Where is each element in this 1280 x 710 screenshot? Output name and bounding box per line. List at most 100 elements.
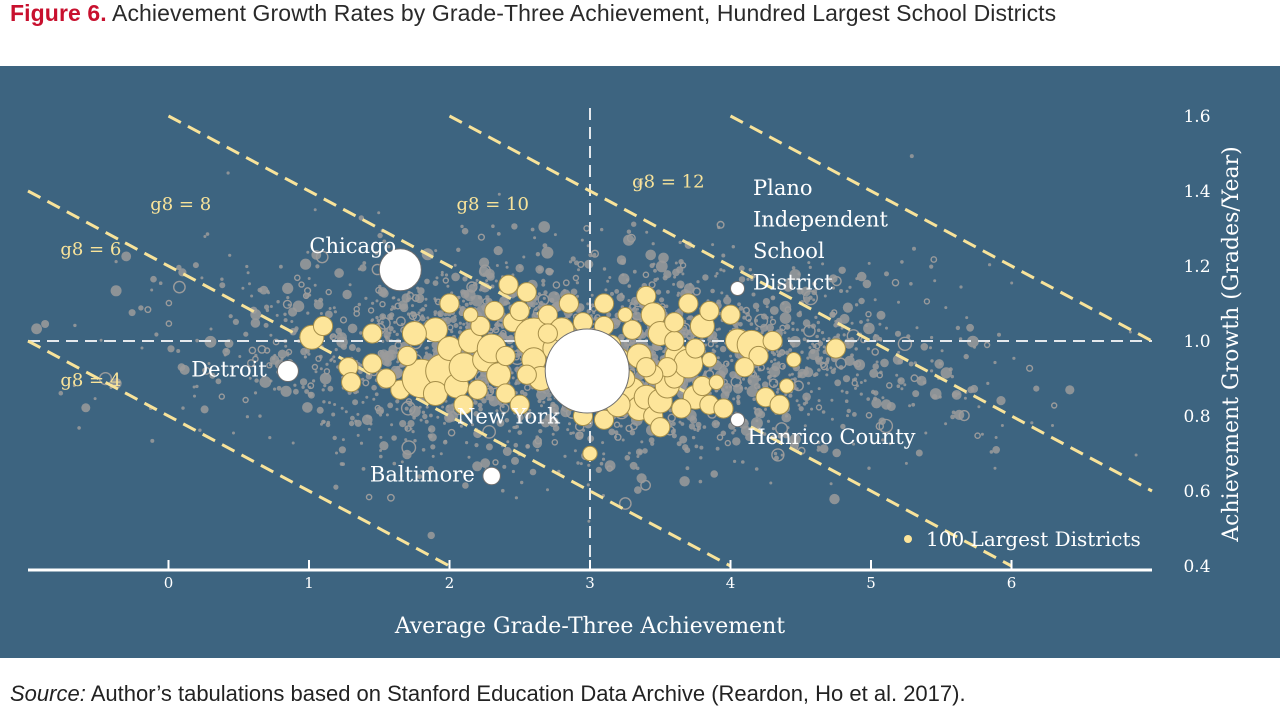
district-dot (855, 373, 859, 377)
district-dot (950, 374, 954, 379)
district-dot (254, 353, 258, 357)
district-dot (420, 314, 424, 318)
district-dot (696, 429, 700, 432)
district-dot (802, 337, 807, 342)
district-dot (829, 366, 833, 370)
district-dot (634, 486, 642, 494)
district-dot (332, 435, 337, 441)
largest-district-bubble (341, 372, 362, 393)
district-dot (757, 385, 761, 389)
district-dot (756, 426, 760, 430)
district-dot (1010, 281, 1014, 285)
district-dot (816, 320, 820, 325)
district-dot (510, 371, 514, 375)
district-dot (276, 385, 282, 391)
district-dot (685, 466, 690, 471)
district-dot (754, 467, 759, 471)
district-dot (209, 372, 216, 379)
district-dot (275, 313, 279, 317)
district-dot (638, 449, 643, 455)
district-dot (428, 433, 437, 442)
district-dot (205, 232, 210, 236)
district-dot (524, 411, 532, 420)
district-dot (332, 306, 336, 310)
largest-district-bubble (779, 378, 795, 394)
chart-panel: g8 = 4 g8 = 6 g8 = 8 g8 = 10 g8 = 12 Chicago D… (0, 66, 1280, 658)
district-dot (114, 260, 118, 264)
largest-district-bubble (495, 345, 516, 367)
district-dot (900, 387, 904, 391)
district-dot (733, 428, 737, 432)
district-dot (846, 408, 851, 414)
district-dot (746, 277, 750, 281)
district-dot (869, 368, 879, 378)
district-dot (924, 431, 928, 435)
y-axis-label: Achievement Growth (Grades/Year) (1219, 146, 1244, 542)
district-dot (327, 385, 334, 392)
largest-district-bubble (685, 338, 706, 359)
district-dot (755, 327, 759, 331)
district-dot (732, 397, 736, 401)
district-dot (420, 315, 426, 322)
district-dot (195, 338, 199, 343)
district-dot (365, 493, 373, 501)
district-dot (450, 316, 457, 323)
district-dot (711, 243, 715, 247)
district-dot (584, 259, 594, 269)
district-dot (682, 331, 686, 335)
district-dot (652, 357, 656, 361)
district-dot (522, 255, 526, 259)
district-dot (840, 423, 846, 430)
largest-district-bubble (713, 398, 734, 419)
district-dot (408, 311, 418, 321)
district-dot (501, 412, 505, 416)
district-dot (325, 362, 329, 366)
district-dot (679, 476, 690, 487)
district-dot (280, 356, 284, 361)
district-dot (760, 323, 768, 332)
district-dot (866, 347, 871, 351)
district-dot (400, 400, 416, 416)
district-dot (993, 466, 997, 470)
district-dot (333, 310, 337, 314)
district-dot (948, 367, 953, 372)
district-dot (348, 283, 352, 287)
district-dot (716, 421, 720, 425)
district-dot (908, 361, 914, 367)
district-dot (530, 227, 535, 232)
district-dot (539, 300, 543, 304)
district-dot (503, 300, 509, 306)
district-dot (803, 424, 807, 428)
district-dot (501, 404, 505, 409)
district-dot (872, 363, 879, 370)
district-dot (720, 291, 724, 295)
district-dot (517, 430, 523, 435)
district-dot (328, 401, 331, 405)
largest-district-bubble (582, 445, 598, 462)
district-dot (933, 279, 937, 283)
district-dot (283, 318, 288, 323)
district-dot (713, 336, 717, 340)
district-dot (977, 405, 981, 409)
district-dot (627, 451, 631, 455)
district-dot (404, 426, 409, 431)
district-dot (493, 327, 497, 331)
district-dot (854, 386, 857, 390)
district-dot (228, 253, 232, 257)
district-dot (590, 249, 600, 258)
district-dot (788, 393, 793, 398)
district-dot (489, 390, 493, 394)
district-dot (504, 418, 510, 423)
district-dot (795, 328, 799, 332)
district-dot (768, 379, 772, 383)
district-dot (748, 268, 752, 272)
district-dot (666, 290, 670, 294)
district-dot (395, 399, 400, 404)
district-dot (424, 419, 429, 424)
district-dot (878, 337, 883, 341)
y-tick-label: 0.4 (1183, 557, 1210, 577)
district-dot (273, 387, 277, 391)
district-dot (911, 402, 916, 407)
district-dot (754, 313, 769, 328)
district-dot (417, 311, 421, 315)
